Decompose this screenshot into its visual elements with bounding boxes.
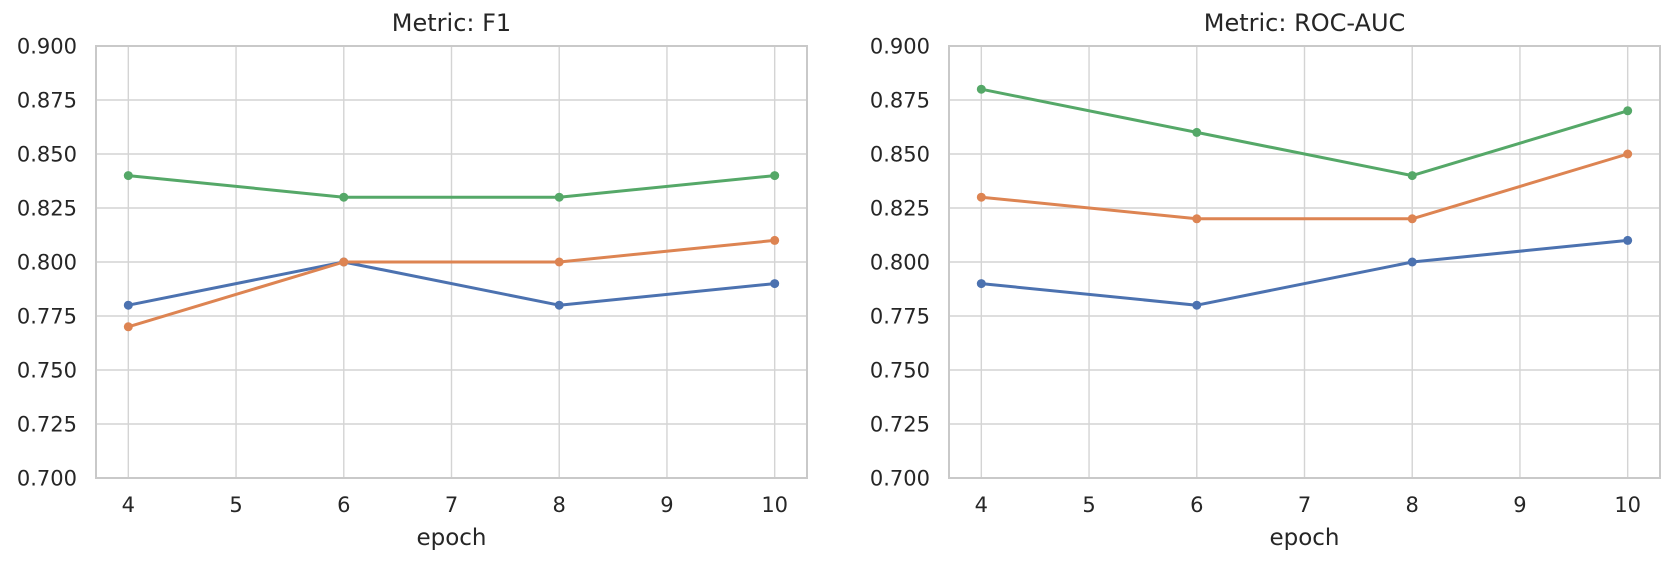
x-tick-label: 8: [1406, 493, 1419, 517]
data-point-green: [1407, 171, 1417, 181]
data-point-green: [976, 84, 986, 94]
data-point-orange: [123, 322, 133, 332]
data-point-orange: [1407, 214, 1417, 224]
chart-panel: 4 5 6 7 8 9 10 0.700 0.725 0.750 0.775 0.800 0.825 0.…: [870, 34, 1661, 517]
y-tick-label: 0.725: [17, 412, 77, 436]
y-tick-label: 0.875: [17, 88, 77, 112]
plot-panels: 4 5 6 7 8 9 10 0.700 0.725 0.750 0.775 0.800 0.825 0.…: [17, 34, 1661, 517]
data-point-green: [123, 171, 133, 181]
data-point-green: [339, 192, 349, 202]
y-tick-label: 0.875: [870, 88, 930, 112]
x-axis-label-roc-auc: epoch: [1269, 525, 1339, 551]
y-tick-label: 0.750: [17, 358, 77, 382]
data-point-orange: [1623, 149, 1633, 159]
data-point-orange: [1192, 214, 1202, 224]
data-point-blue: [1192, 300, 1202, 310]
y-tick-label: 0.900: [870, 34, 930, 58]
data-point-green: [554, 192, 564, 202]
series-line-orange: [979, 152, 1630, 221]
series-line-orange: [126, 238, 777, 329]
y-tick-label: 0.775: [17, 304, 77, 328]
x-axis-label-f1: epoch: [416, 525, 486, 551]
chart-title-f1: Metric: F1: [392, 9, 511, 37]
axes-border: [948, 45, 1661, 479]
data-point-blue: [554, 300, 564, 310]
y-tick-label: 0.775: [870, 304, 930, 328]
x-tick-label: 5: [1082, 493, 1095, 517]
x-tick-label: 8: [553, 493, 566, 517]
x-tick-label: 10: [1614, 493, 1641, 517]
x-tick-label: 4: [975, 493, 988, 517]
series-line-green: [126, 174, 777, 199]
y-tick-label: 0.825: [870, 196, 930, 220]
data-point-blue: [1623, 235, 1633, 245]
data-point-orange: [976, 192, 986, 202]
data-point-blue: [1407, 257, 1417, 267]
series-line-blue: [126, 260, 777, 307]
x-tick-label: 10: [761, 493, 788, 517]
y-tick-label: 0.700: [870, 466, 930, 490]
y-tick-label: 0.750: [870, 358, 930, 382]
data-point-blue: [770, 279, 780, 289]
y-tick-label: 0.800: [870, 250, 930, 274]
y-tick-label: 0.700: [17, 466, 77, 490]
y-tick-label: 0.850: [870, 142, 930, 166]
chart-panel: 4 5 6 7 8 9 10 0.700 0.725 0.750 0.775 0.800 0.825 0.…: [17, 34, 808, 517]
y-tick-label: 0.850: [17, 142, 77, 166]
data-point-orange: [339, 257, 349, 267]
data-point-orange: [770, 235, 780, 245]
axes-border: [95, 45, 808, 479]
x-tick-label: 4: [122, 493, 135, 517]
chart-title-roc-auc: Metric: ROC-AUC: [1204, 9, 1406, 37]
data-point-orange: [554, 257, 564, 267]
data-point-green: [1192, 127, 1202, 137]
data-point-green: [1623, 106, 1633, 116]
series-line-green: [979, 87, 1630, 178]
y-tick-label: 0.725: [870, 412, 930, 436]
data-point-green: [770, 171, 780, 181]
data-point-blue: [123, 300, 133, 310]
y-tick-label: 0.800: [17, 250, 77, 274]
y-tick-label: 0.825: [17, 196, 77, 220]
x-tick-label: 6: [1190, 493, 1203, 517]
x-tick-label: 7: [445, 493, 458, 517]
x-tick-label: 5: [229, 493, 242, 517]
data-point-blue: [976, 279, 986, 289]
series-line-blue: [979, 238, 1630, 307]
x-tick-label: 6: [337, 493, 350, 517]
x-tick-label: 7: [1298, 493, 1311, 517]
x-tick-label: 9: [660, 493, 673, 517]
y-tick-label: 0.900: [17, 34, 77, 58]
x-tick-label: 9: [1513, 493, 1526, 517]
